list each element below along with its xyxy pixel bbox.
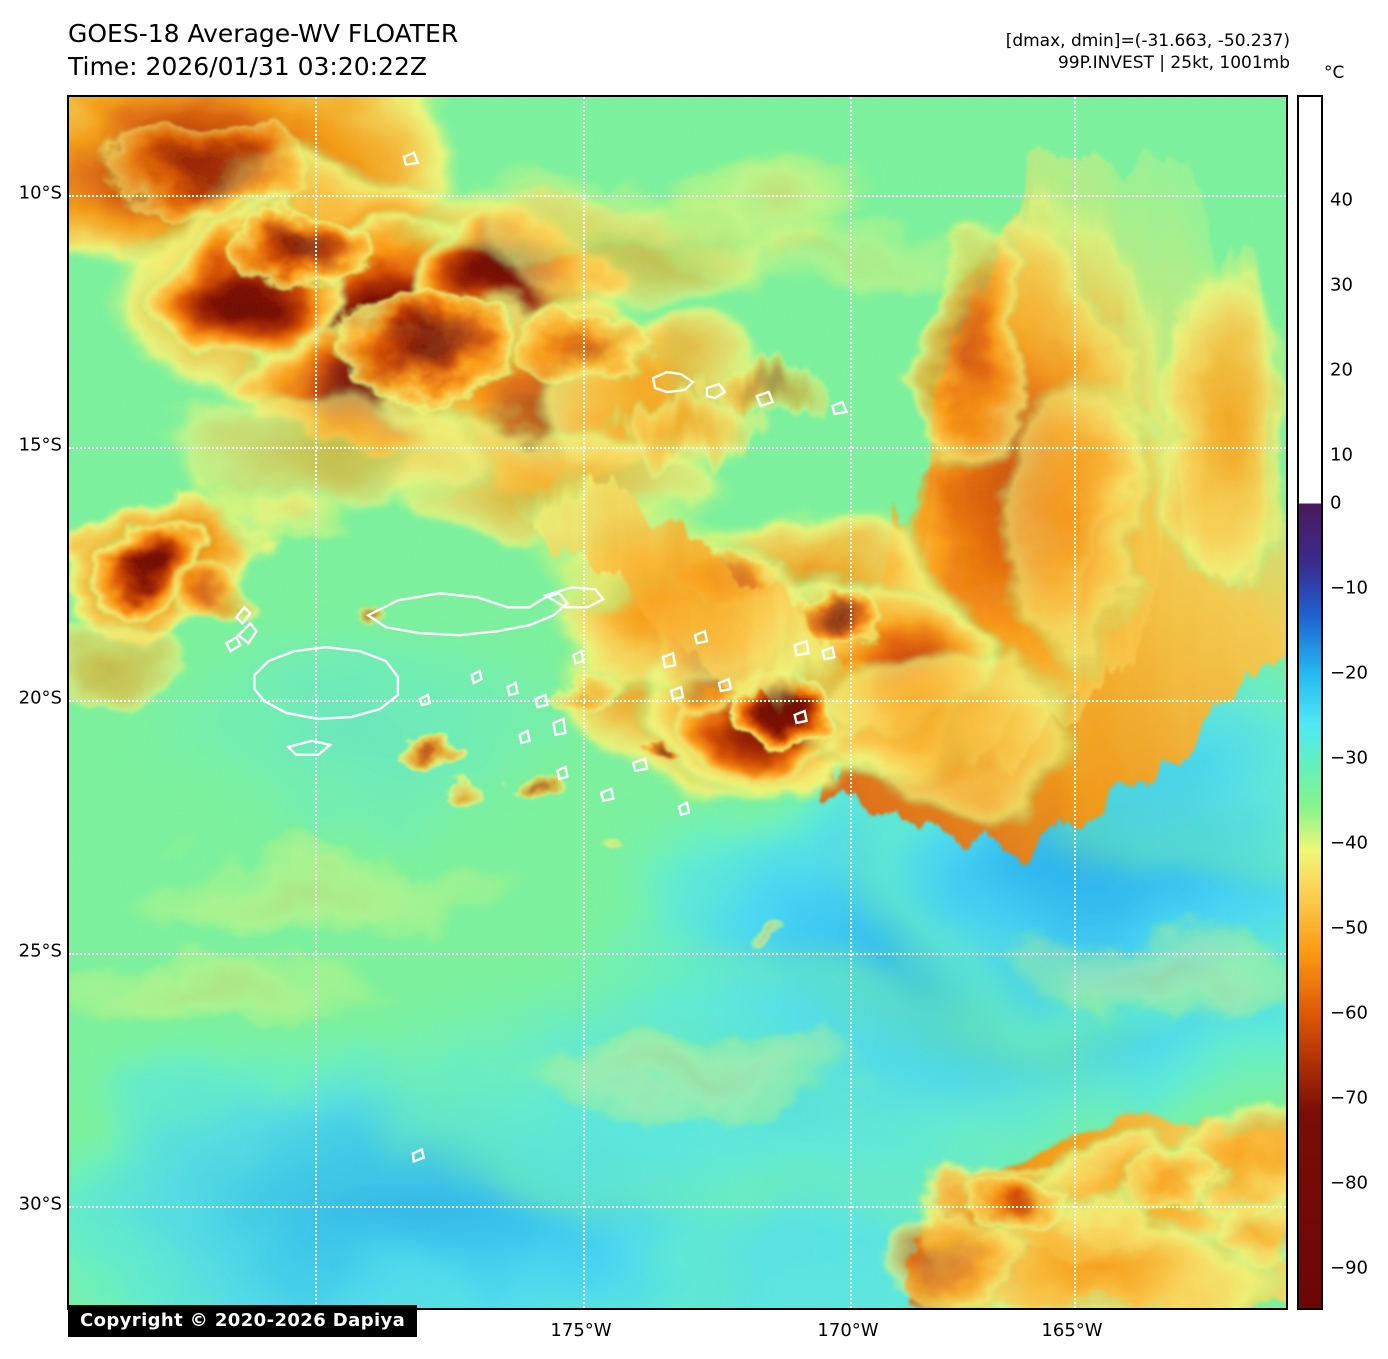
colorbar-tick-m30: −30 (1330, 747, 1368, 769)
title-block: GOES-18 Average-WV FLOATER Time: 2026/01… (68, 18, 458, 83)
dmax-dmin-label: [dmax, dmin]=(-31.663, -50.237) (1005, 31, 1290, 51)
colorbar-tick-m10: −10 (1330, 577, 1368, 599)
storm-info-label: 99P.INVEST | 25kt, 1001mb (1057, 53, 1290, 74)
colorbar-tick-m70: −70 (1330, 1087, 1368, 1109)
lat-tick-25S: 25°S (18, 940, 62, 962)
colorbar-tick-m40: −40 (1330, 832, 1368, 854)
colorbar-tick-m60: −60 (1330, 1002, 1368, 1024)
colorbar-tick-30: 30 (1330, 274, 1353, 296)
colorbar-tick-m50: −50 (1330, 917, 1368, 939)
lon-tick-170W: 170°W (817, 1320, 879, 1341)
colorbar-tick-40: 40 (1330, 189, 1353, 211)
colorbar-tick-m20: −20 (1330, 662, 1368, 684)
lat-tick-30S: 30°S (18, 1193, 62, 1215)
page-title: GOES-18 Average-WV FLOATER (68, 19, 459, 48)
colorbar-unit-label: °C (1324, 63, 1345, 83)
satellite-map-plot[interactable] (67, 95, 1288, 1310)
timestamp-label: Time: 2026/01/31 03:20:22Z (68, 51, 427, 81)
sensor-grain (69, 97, 1286, 1308)
satellite-imagery (69, 97, 1286, 1308)
lat-tick-15S: 15°S (18, 434, 62, 456)
lon-tick-175W: 175°W (550, 1320, 612, 1341)
temperature-colorbar[interactable] (1297, 95, 1323, 1310)
colorbar-tick-0: 0 (1330, 492, 1342, 514)
lat-tick-20S: 20°S (18, 687, 62, 709)
colorbar-tick-m90: −90 (1330, 1257, 1368, 1279)
lat-tick-10S: 10°S (18, 182, 62, 204)
copyright-badge: Copyright © 2020-2026 Dapiya (68, 1305, 418, 1337)
metadata-block: [dmax, dmin]=(-31.663, -50.237) 99P.INVE… (1006, 30, 1290, 75)
lon-tick-165W: 165°W (1041, 1320, 1103, 1341)
colorbar-gradient (1299, 97, 1321, 1308)
colorbar-tick-m80: −80 (1330, 1172, 1368, 1194)
colorbar-tick-20: 20 (1330, 359, 1353, 381)
colorbar-tick-10: 10 (1330, 444, 1353, 466)
